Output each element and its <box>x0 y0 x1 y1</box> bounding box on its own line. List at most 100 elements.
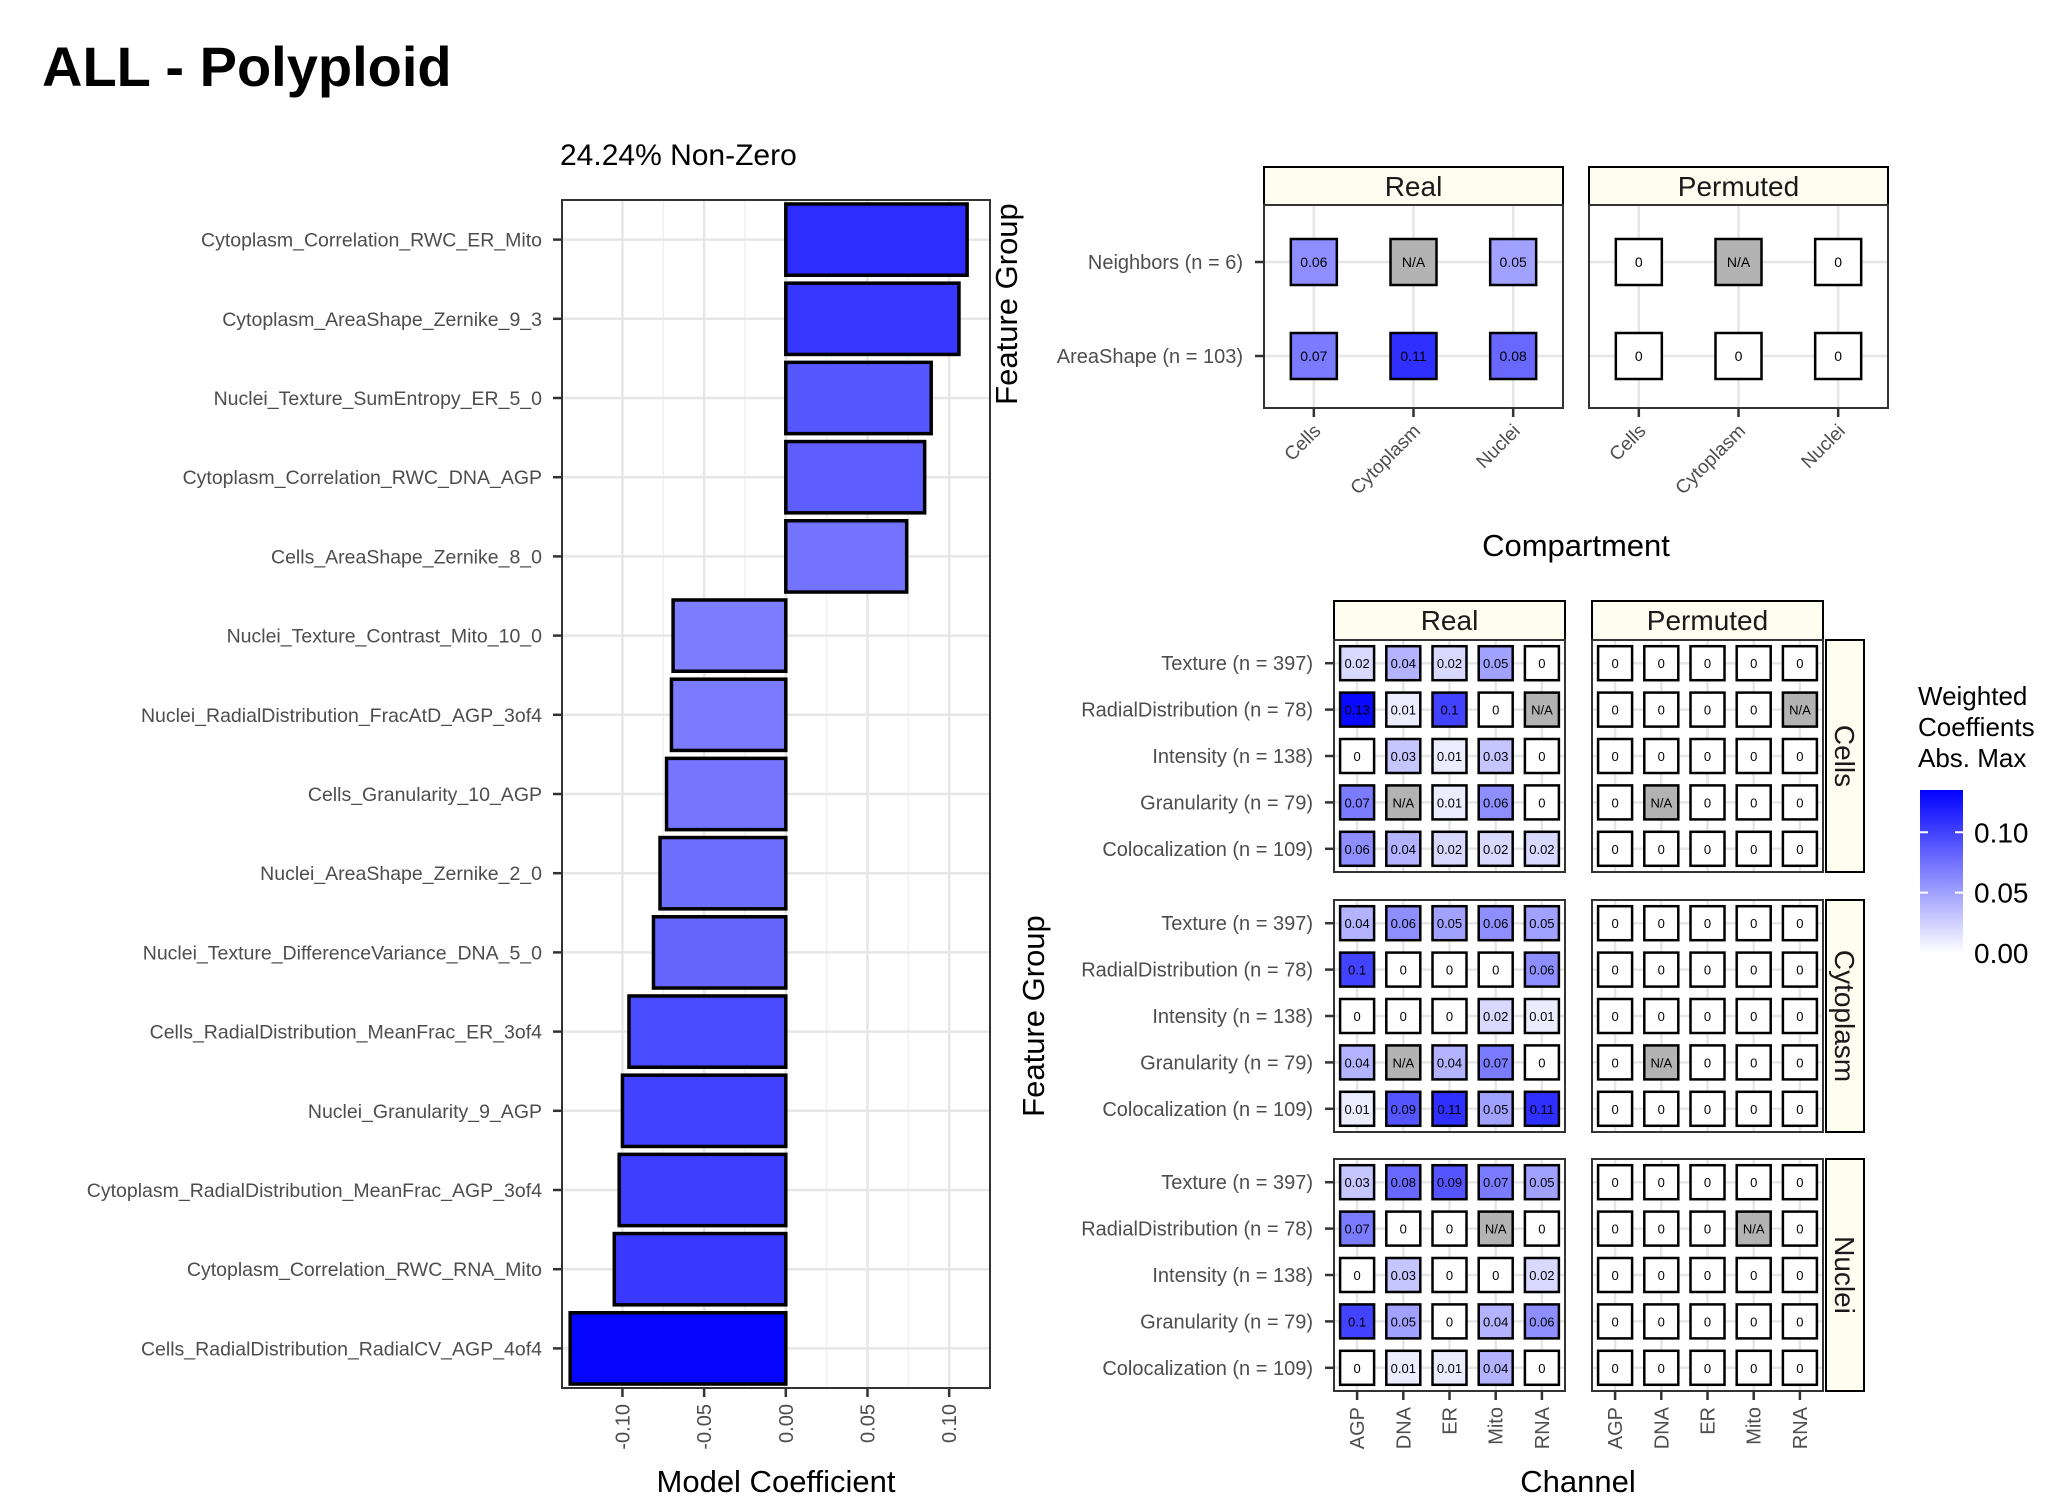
heat-cell-label: 0 <box>1538 795 1545 810</box>
heat-cell-label: 0 <box>1611 1102 1618 1117</box>
heat-cell-label: 0.07 <box>1344 1222 1369 1237</box>
heat-x-tick-label: Nuclei <box>1798 421 1850 473</box>
heat-cell-label: N/A <box>1650 1055 1672 1070</box>
heat-cell-label: 0.07 <box>1300 348 1327 364</box>
heat-cell <box>1389 331 1438 381</box>
facet-side-strip-label: Cytoplasm <box>1829 950 1860 1082</box>
heat-cell <box>1689 1303 1726 1340</box>
heat-cell <box>1781 1044 1819 1081</box>
heat-cell <box>1477 1163 1514 1201</box>
heat-cell <box>1813 237 1863 287</box>
heat-row-label: Granularity (n = 79) <box>1140 1311 1313 1333</box>
heat-cell-label: 0.1 <box>1348 963 1366 978</box>
heat-cell <box>1781 1210 1819 1247</box>
heat-cell-label: 0 <box>1796 1009 1803 1024</box>
bar-panel-border <box>561 199 991 1389</box>
heat-cell-label: 0.06 <box>1483 916 1508 931</box>
legend-tick-label: 0.05 <box>1974 878 2029 909</box>
heat-cell-label: 0 <box>1658 703 1665 718</box>
heat-cell-label: 0 <box>1446 1222 1453 1237</box>
heat-cell-label: 0 <box>1611 963 1618 978</box>
heat-cell <box>1643 737 1680 775</box>
heat-cell-label: 0 <box>1750 1055 1757 1070</box>
bar-category-label: Nuclei_Texture_DifferenceVariance_DNA_5_… <box>143 942 542 964</box>
heat-cell-label: 0.01 <box>1437 1361 1462 1376</box>
facet-strip-label: Permuted <box>1678 171 1799 202</box>
bar <box>784 360 933 436</box>
heat-cell <box>1781 904 1819 942</box>
heat-cell <box>1735 784 1772 821</box>
heat-cell-label: 0 <box>1658 1009 1665 1024</box>
heat-cell <box>1523 1303 1561 1340</box>
heat-cell <box>1523 997 1561 1035</box>
heat-row-label: Granularity (n = 79) <box>1140 792 1313 814</box>
legend-title-line-1: Weighted <box>1918 681 2027 711</box>
heat-cell <box>1431 997 1468 1035</box>
heat-cell-label: 0 <box>1611 703 1618 718</box>
heat-cell-label: N/A <box>1727 254 1751 270</box>
heat-cell <box>1477 784 1514 821</box>
bar <box>784 519 909 594</box>
heat-cell-label: N/A <box>1743 1222 1765 1237</box>
heat-cell <box>1477 644 1514 682</box>
heat-cell <box>1614 237 1664 287</box>
heat-cell-label: 0 <box>1796 656 1803 671</box>
bar-category-label: Nuclei_AreaShape_Zernike_2_0 <box>260 863 542 885</box>
heat-cell <box>1813 331 1863 381</box>
legend-tick-label: 0.00 <box>1974 938 2029 969</box>
heat-cell <box>1735 997 1772 1035</box>
heat-cell <box>1338 644 1376 682</box>
heat-cell-label: 0.07 <box>1483 1055 1508 1070</box>
heat-cell <box>1431 1303 1468 1340</box>
heat-cell-label: 0 <box>1538 1055 1545 1070</box>
heat-cell <box>1338 830 1376 868</box>
heat-x-tick-label: Mito <box>1744 1407 1766 1445</box>
bar-category-label: Cells_AreaShape_Zernike_8_0 <box>271 546 542 568</box>
heat-row-label: RadialDistribution (n = 78) <box>1081 700 1313 722</box>
heat-cell-label: 0 <box>1611 1314 1618 1329</box>
heat-cell-label: 0.01 <box>1529 1009 1554 1024</box>
heat-row-label: Intensity (n = 138) <box>1152 1006 1313 1028</box>
heat-cell <box>1477 1303 1514 1340</box>
bar <box>612 1231 788 1307</box>
heat-cell <box>1689 951 1726 988</box>
heat-cell-label: N/A <box>1789 703 1811 718</box>
heat-cell-label: 0 <box>1658 656 1665 671</box>
heat-row-label: Intensity (n = 138) <box>1152 746 1313 768</box>
heat-cell-label: 0 <box>1796 916 1803 931</box>
heat-y-axis-title: Feature Group <box>989 203 1024 405</box>
heat-cell-label: 0 <box>1796 1314 1803 1329</box>
heat-cell <box>1523 1256 1561 1294</box>
heat-cell-label: 0 <box>1750 1102 1757 1117</box>
heat-cell-label: N/A <box>1392 1055 1414 1070</box>
facet-strip-label: Real <box>1385 171 1443 202</box>
heat-cell <box>1596 784 1634 821</box>
heat-cell <box>1735 830 1772 868</box>
heat-cell-label: 0.05 <box>1483 656 1508 671</box>
heat-cell <box>1338 904 1376 942</box>
heat-cell-label: 0.07 <box>1344 795 1369 810</box>
heat-cell-label: 0.06 <box>1529 963 1554 978</box>
heat-cell <box>1781 784 1819 821</box>
heat-cell <box>1523 644 1561 682</box>
heat-cell-label: 0 <box>1704 1009 1711 1024</box>
heat-cell-label: 0.05 <box>1437 916 1462 931</box>
heat-cell <box>1643 1256 1680 1294</box>
heat-cell <box>1523 691 1561 728</box>
heat-y-axis-title: Feature Group <box>1016 915 1051 1117</box>
heat-cell <box>1523 904 1561 942</box>
heat-cell-label: 0.09 <box>1437 1175 1462 1190</box>
heat-cell-label: 0 <box>1611 1268 1618 1283</box>
heat-cell-label: 0.05 <box>1391 1314 1416 1329</box>
heat-cell-label: 0 <box>1658 749 1665 764</box>
heat-cell <box>1338 1163 1376 1201</box>
heat-cell <box>1689 1349 1726 1387</box>
heat-x-tick-label: AGP <box>1347 1407 1369 1449</box>
heat-cell-label: 0 <box>1750 1009 1757 1024</box>
heat-cell <box>1689 737 1726 775</box>
heat-cell <box>1431 784 1468 821</box>
heat-cell <box>1781 1090 1819 1128</box>
facet-strip-label: Permuted <box>1647 605 1768 636</box>
heat-cell-label: 0 <box>1611 1222 1618 1237</box>
